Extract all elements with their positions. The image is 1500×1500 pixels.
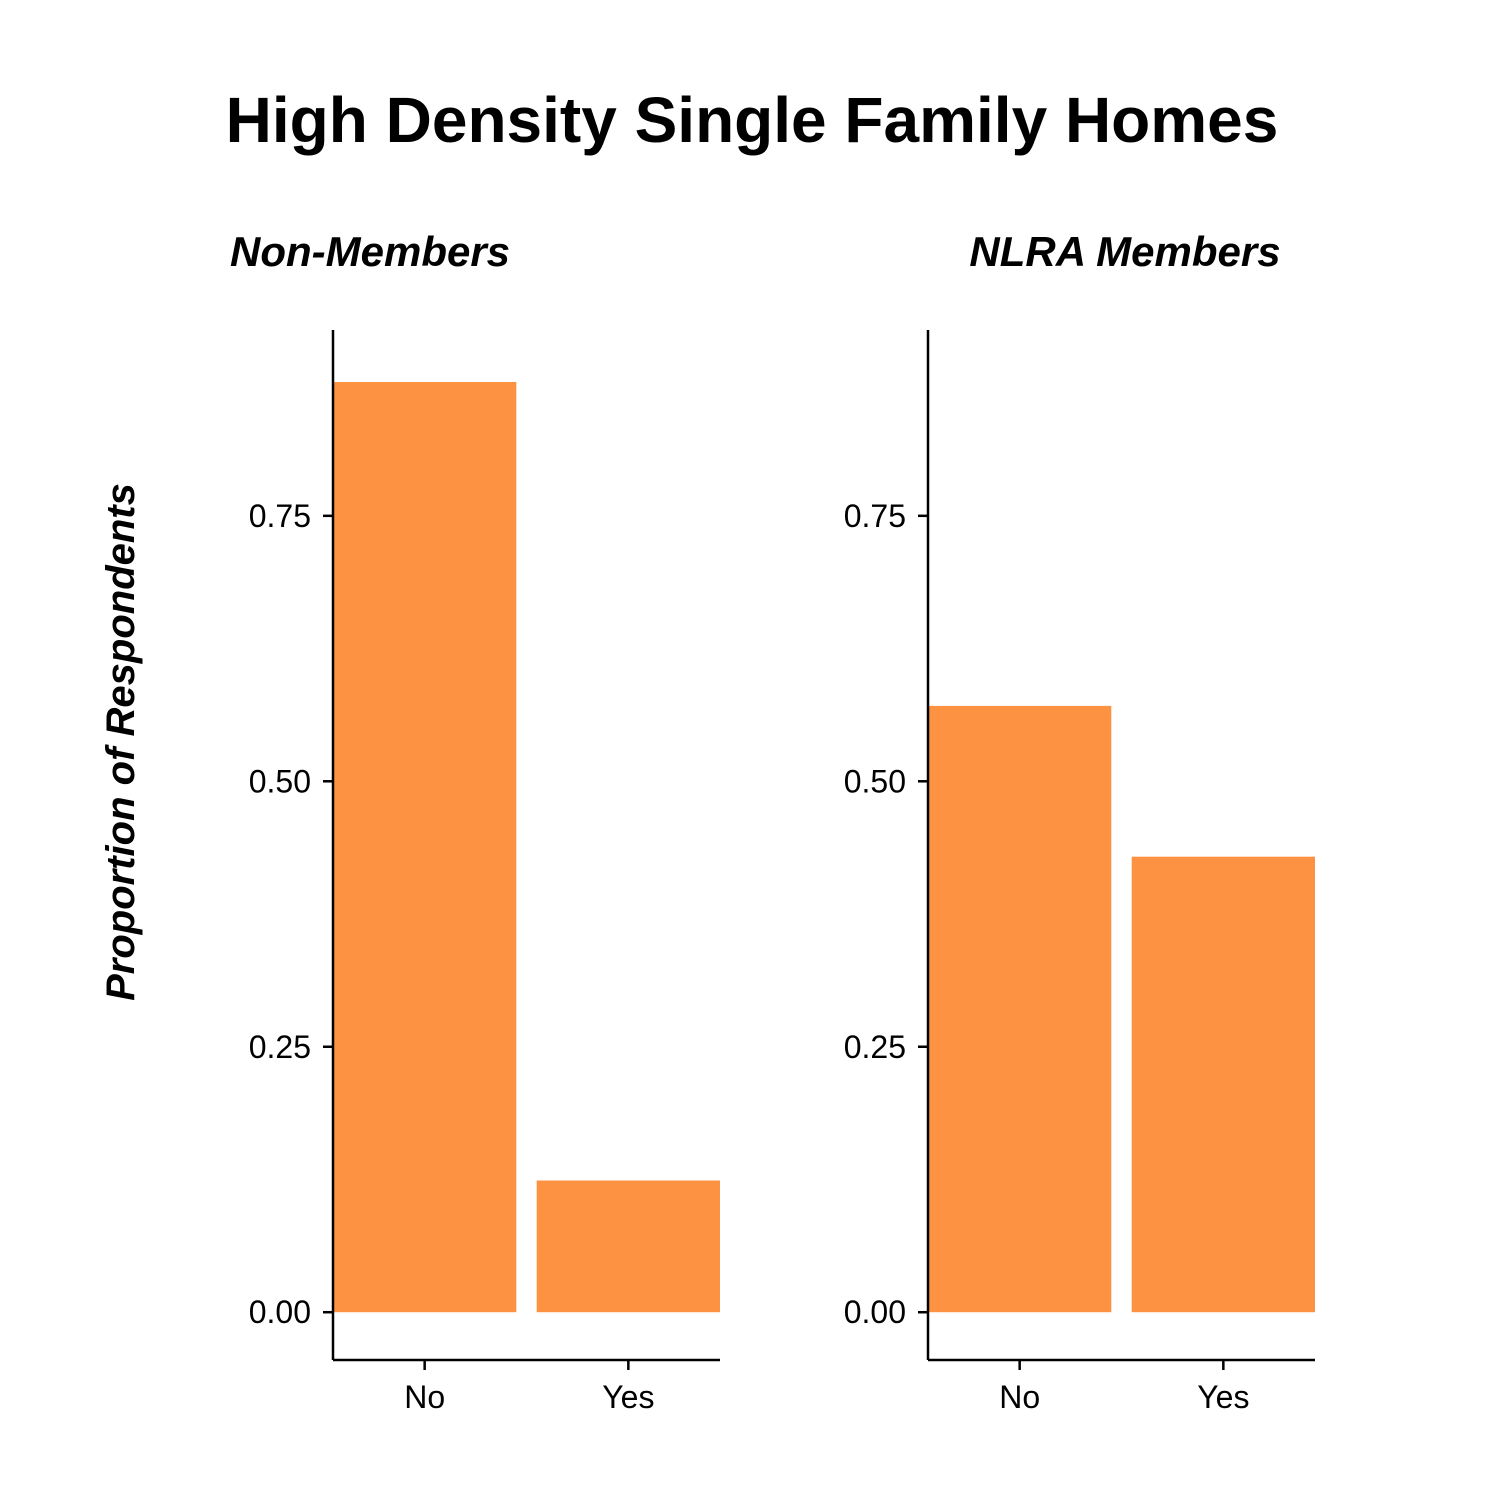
bar-non-members-no — [333, 382, 517, 1313]
panel-non-members: Non-Members No Yes 0.00 0.25 0.50 0.75 — [230, 228, 720, 1415]
y-tick-label-non-members-0.50: 0.50 — [249, 763, 311, 799]
y-tick-label-nlra-members-0.00: 0.00 — [844, 1294, 906, 1330]
y-tick-label-nlra-members-0.25: 0.25 — [844, 1029, 906, 1065]
panel-nlra-members: NLRA Members No Yes 0.00 0.25 0.50 0.75 — [844, 228, 1315, 1415]
y-tick-label-non-members-0.25: 0.25 — [249, 1029, 311, 1065]
x-tick-label-nlra-members-no: No — [999, 1379, 1040, 1415]
y-tick-label-nlra-members-0.75: 0.75 — [844, 498, 906, 534]
y-axis-label: Proportion of Respondents — [99, 483, 143, 1001]
panel-title-non-members: Non-Members — [230, 228, 510, 275]
x-tick-label-non-members-no: No — [404, 1379, 445, 1415]
y-tick-label-non-members-0.75: 0.75 — [249, 498, 311, 534]
bar-nlra-members-yes — [1131, 856, 1315, 1313]
y-tick-label-nlra-members-0.50: 0.50 — [844, 763, 906, 799]
x-tick-label-non-members-yes: Yes — [602, 1379, 654, 1415]
x-tick-label-nlra-members-yes: Yes — [1197, 1379, 1249, 1415]
chart-title: High Density Single Family Homes — [226, 84, 1279, 156]
y-tick-label-non-members-0.00: 0.00 — [249, 1294, 311, 1330]
panel-title-nlra-members: NLRA Members — [969, 228, 1280, 275]
bar-nlra-members-no — [928, 705, 1112, 1313]
bar-non-members-yes — [536, 1180, 720, 1313]
